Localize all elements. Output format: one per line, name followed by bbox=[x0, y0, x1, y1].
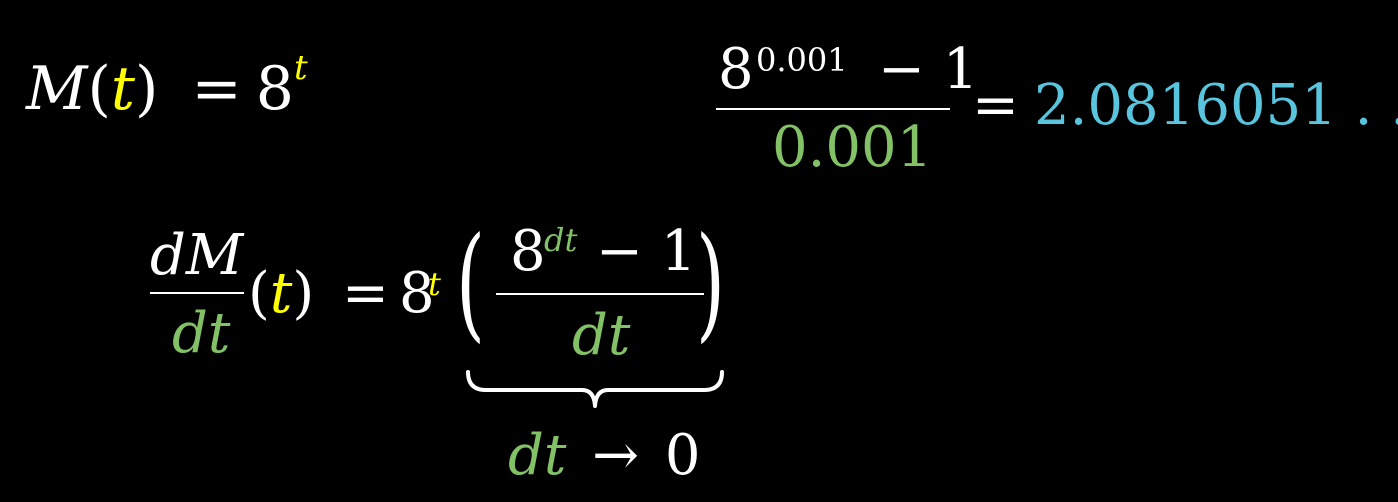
derivative-rhs: (t) = 8 t bbox=[248, 261, 441, 326]
dt: dt bbox=[508, 423, 567, 488]
symbol-M: M bbox=[26, 54, 88, 124]
minus-one: − 1 bbox=[596, 219, 697, 284]
big-right-paren: ) bbox=[696, 211, 726, 355]
variable-t: t bbox=[110, 54, 135, 124]
derivative-fraction-bar bbox=[150, 292, 244, 294]
limit-condition: dt → 0 bbox=[508, 424, 701, 488]
equals-sign: = bbox=[191, 54, 242, 124]
right-paren: ) bbox=[292, 261, 315, 326]
fraction-bar bbox=[716, 108, 950, 110]
equation-M-of-t: M(t) = 8t bbox=[26, 32, 308, 125]
inner-fraction-bar bbox=[496, 293, 704, 295]
equals-sign: = bbox=[342, 261, 389, 326]
arrow-right-icon: → bbox=[592, 423, 640, 488]
base-8: 8 bbox=[718, 37, 754, 102]
right-paren: ) bbox=[134, 54, 159, 124]
result-value: 2.0816051 . . . bbox=[1034, 73, 1398, 138]
base-8: 8 bbox=[255, 54, 294, 124]
underbrace-icon bbox=[466, 370, 724, 408]
inner-fraction-denominator: dt bbox=[572, 303, 631, 368]
base-8: 8 bbox=[398, 261, 435, 326]
fraction-numerator: 8 0.001 − 1 bbox=[718, 37, 978, 102]
variable-t: t bbox=[269, 261, 293, 326]
left-paren: ( bbox=[248, 261, 270, 326]
derivative-denominator: dt bbox=[172, 301, 231, 366]
exponent-t: t bbox=[428, 265, 441, 303]
zero: 0 bbox=[664, 423, 701, 488]
exponent-dt: dt bbox=[544, 221, 578, 259]
exponent-0-001: 0.001 bbox=[756, 41, 848, 79]
minus-one: − 1 bbox=[878, 37, 979, 102]
derivative-numerator: dM bbox=[150, 223, 244, 288]
left-paren: ( bbox=[87, 54, 111, 124]
inner-fraction-numerator: 8 dt − 1 bbox=[510, 219, 696, 284]
equals-sign: = bbox=[972, 73, 1019, 138]
big-left-paren: ( bbox=[456, 211, 486, 355]
base-8: 8 bbox=[510, 219, 546, 284]
exponent-t: t bbox=[293, 48, 308, 88]
fraction-denominator: 0.001 bbox=[772, 115, 933, 180]
